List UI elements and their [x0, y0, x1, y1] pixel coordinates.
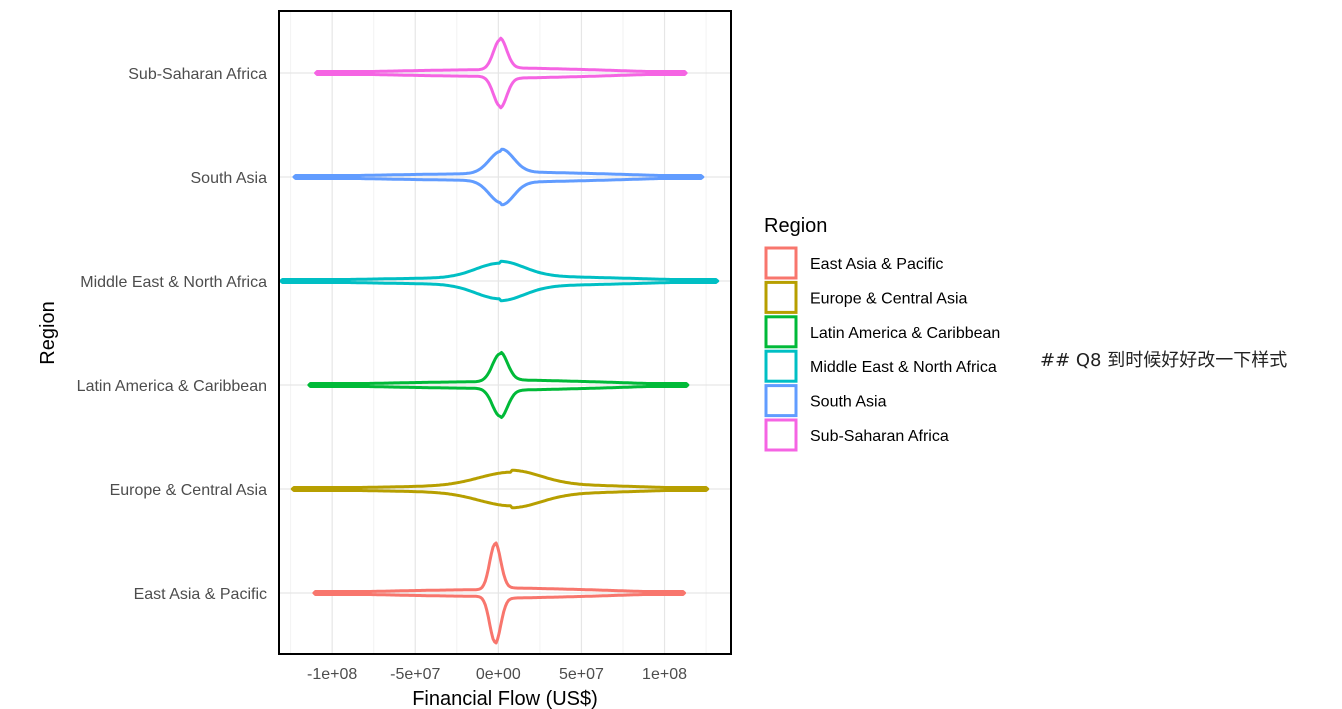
legend-label: Middle East & North Africa	[810, 359, 997, 376]
violin-south-asia	[292, 147, 705, 207]
legend: East Asia & Pacific Europe & Central Asia…	[764, 246, 1000, 452]
x-tick-labels: -1e+08 -5e+07 0e+00 5e+07 1e+08	[307, 666, 687, 683]
legend-key	[764, 349, 798, 383]
legend-key	[764, 384, 798, 418]
y-tick-labels: East Asia & Pacific Europe & Central Asia…	[77, 66, 267, 603]
violin-layer	[279, 36, 720, 645]
plot-panel-border	[278, 10, 732, 655]
x-tick-label: -5e+07	[390, 666, 440, 683]
x-tick-label: 5e+07	[559, 666, 604, 683]
x-tick-label: 1e+08	[642, 666, 687, 683]
side-note-text: ## Q8 到时候好好改一下样式	[1040, 350, 1288, 371]
violin-sub-saharan-africa	[314, 36, 688, 110]
legend-label: Europe & Central Asia	[810, 290, 968, 307]
y-axis-title: Region	[37, 301, 59, 364]
legend-label: Latin America & Caribbean	[810, 325, 1000, 342]
legend-label: East Asia & Pacific	[810, 256, 943, 273]
y-tick-label: South Asia	[191, 170, 268, 187]
legend-key	[764, 315, 798, 349]
x-tick-label: 0e+00	[476, 666, 521, 683]
legend-key	[764, 280, 798, 314]
legend-key	[764, 418, 798, 452]
y-tick-label: Sub-Saharan Africa	[128, 66, 267, 83]
y-tick-label: Latin America & Caribbean	[77, 378, 267, 395]
y-tick-label: East Asia & Pacific	[134, 586, 267, 603]
legend-title: Region	[764, 215, 827, 237]
x-tick-label: -1e+08	[307, 666, 357, 683]
legend-key	[764, 246, 798, 280]
x-axis-title: Financial Flow (US$)	[412, 688, 598, 709]
violin-latin-america-caribbean	[307, 351, 690, 419]
violin-europe-central-asia	[290, 468, 710, 510]
y-tick-label: Middle East & North Africa	[80, 274, 267, 291]
grid-lines	[279, 11, 731, 654]
violin-east-asia-pacific	[312, 541, 686, 645]
legend-label: Sub-Saharan Africa	[810, 428, 949, 445]
violin-middle-east-north-africa	[279, 259, 720, 303]
legend-label: South Asia	[810, 394, 887, 411]
y-tick-label: Europe & Central Asia	[110, 482, 268, 499]
